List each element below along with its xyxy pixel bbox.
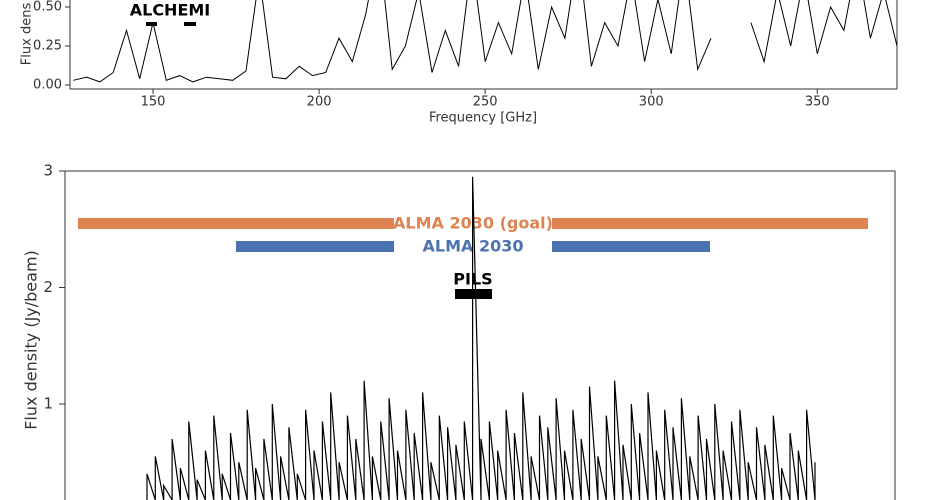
spectrum-line	[73, 0, 897, 83]
y-tick-label: 0.50	[33, 0, 62, 15]
x-axis-label: Frequency [GHz]	[429, 111, 537, 126]
x-tick-label: 300	[639, 95, 664, 110]
coverage-bar	[78, 218, 394, 229]
coverage-bar	[236, 241, 394, 252]
y-axis-label: Flux dens	[20, 3, 35, 66]
frame	[64, 170, 896, 500]
spectrum-line	[146, 176, 816, 500]
annotation: ALCHEMI	[130, 1, 211, 20]
y-tick-label: 2	[43, 278, 53, 296]
coverage-bar	[552, 241, 710, 252]
coverage-bar	[184, 22, 196, 26]
y-tick-label: 0.25	[33, 39, 62, 54]
x-tick-label: 250	[473, 95, 498, 110]
x-tick-label: 150	[141, 95, 166, 110]
top-panel: Flux dens Frequency [GHz] ALCHEMI 150 200…	[20, 0, 898, 126]
x-tick-label: 200	[307, 95, 332, 110]
y-axis-label: Flux density (Jy/beam)	[22, 250, 41, 430]
y-tick-label: 0.00	[33, 78, 62, 93]
bottom-panel: Flux density (Jy/beam) ALMA 2030 (goal) …	[22, 162, 896, 500]
y-tick-label: 3	[43, 162, 53, 180]
coverage-bar	[146, 22, 157, 26]
coverage-bar	[552, 218, 868, 229]
x-tick-label: 350	[805, 95, 830, 110]
y-tick-label: 1	[43, 395, 53, 413]
coverage-bar	[455, 289, 492, 299]
